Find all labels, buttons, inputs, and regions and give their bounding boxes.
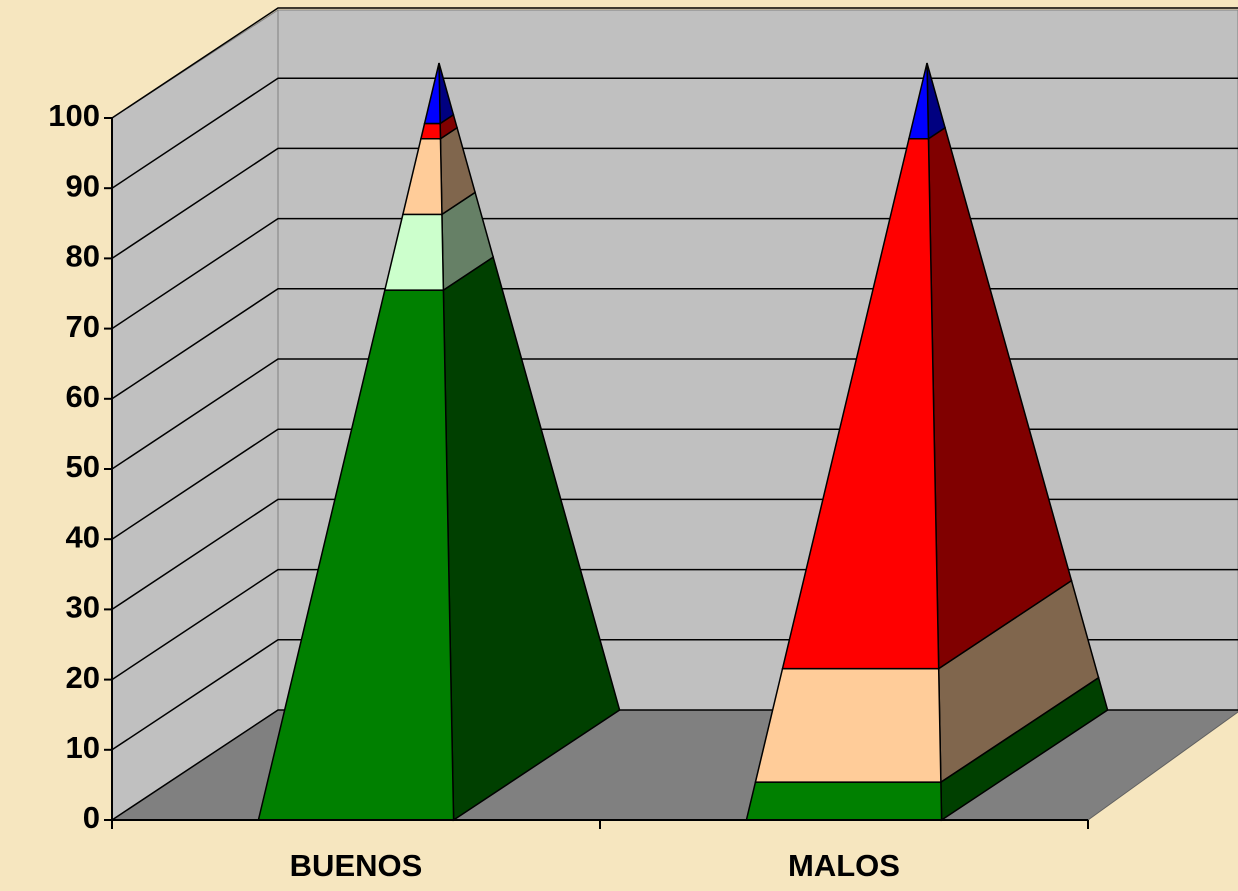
y-tick-label: 10 xyxy=(66,730,100,765)
y-tick-label: 90 xyxy=(66,168,100,203)
y-tick-label: 40 xyxy=(66,519,100,554)
x-tick-label: BUENOS xyxy=(290,848,423,883)
pyramid-front xyxy=(907,62,930,140)
grid-line xyxy=(111,77,1238,189)
pyramids xyxy=(257,62,1109,822)
y-tick-label: 0 xyxy=(83,800,100,835)
y-tick-label: 70 xyxy=(66,309,100,344)
pyramid-front xyxy=(419,122,442,140)
y-tick-label: 60 xyxy=(66,379,100,414)
x-tick-label: MALOS xyxy=(788,848,900,883)
y-tick-label: 100 xyxy=(48,98,100,133)
y-tick-label: 20 xyxy=(66,660,100,695)
left-wall xyxy=(111,9,279,821)
pyramid-front xyxy=(745,781,943,821)
y-tick-label: 30 xyxy=(66,590,100,625)
y-tick-label: 50 xyxy=(66,449,100,484)
pyramid-front xyxy=(754,667,942,783)
pyramid-front xyxy=(423,62,441,125)
y-tick-label: 80 xyxy=(66,239,100,274)
grid-line xyxy=(111,7,1238,119)
